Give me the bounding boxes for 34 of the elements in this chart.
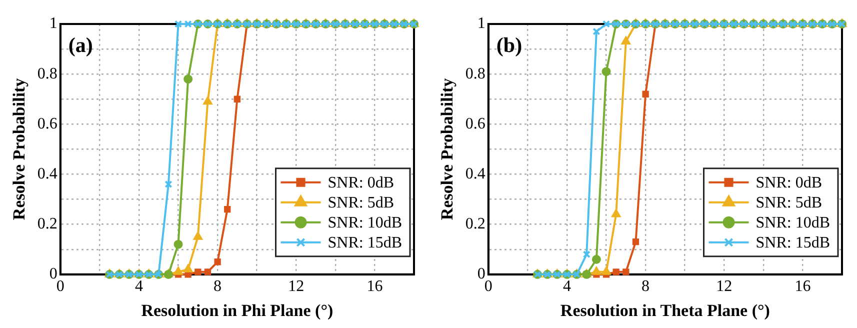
legend-label: SNR: 5dB bbox=[328, 194, 394, 212]
legend-label: SNR: 10dB bbox=[328, 214, 402, 232]
y-tick-label: 1 bbox=[477, 15, 486, 32]
y-tick-label: 0 bbox=[49, 266, 58, 283]
x-tick-label: 16 bbox=[366, 278, 383, 296]
x-tick-label: 12 bbox=[288, 278, 304, 296]
y-tick-label: 0.8 bbox=[465, 65, 486, 82]
y-axis-title: Resolve Probability bbox=[10, 78, 29, 220]
annotation: (b) bbox=[496, 32, 522, 57]
x-tick-label: 12 bbox=[716, 278, 732, 296]
legend-label: SNR: 5dB bbox=[756, 194, 822, 212]
y-tick-label: 0.4 bbox=[37, 165, 58, 182]
y-tick-label: 0.8 bbox=[37, 65, 58, 82]
x-tick-label: 16 bbox=[794, 278, 811, 296]
y-tick-label: 0.2 bbox=[37, 216, 58, 233]
legend-label: SNR: 0dB bbox=[328, 174, 394, 192]
annotation: (a) bbox=[68, 32, 93, 57]
legend-label: SNR: 10dB bbox=[756, 214, 830, 232]
y-tick-label: 0.6 bbox=[465, 115, 486, 132]
legend-label: SNR: 15dB bbox=[756, 234, 830, 252]
legend-label: SNR: 0dB bbox=[756, 174, 822, 192]
x-tick-label: 4 bbox=[134, 278, 143, 296]
y-axis-title: Resolve Probability bbox=[438, 78, 457, 220]
x-axis-title: Resolution in Theta Plane (°) bbox=[560, 301, 770, 320]
y-tick-label: 0.4 bbox=[465, 165, 486, 182]
y-tick-label: 1 bbox=[49, 15, 58, 32]
x-tick-label: 8 bbox=[642, 278, 650, 296]
y-tick-label: 0.2 bbox=[465, 216, 486, 233]
x-tick-label: 4 bbox=[562, 278, 571, 296]
y-tick-label: 0 bbox=[477, 266, 486, 283]
x-axis-title: Resolution in Phi Plane (°) bbox=[141, 301, 334, 320]
legend-label: SNR: 15dB bbox=[328, 234, 402, 252]
y-tick-label: 0.6 bbox=[37, 115, 58, 132]
x-tick-label: 8 bbox=[214, 278, 222, 296]
